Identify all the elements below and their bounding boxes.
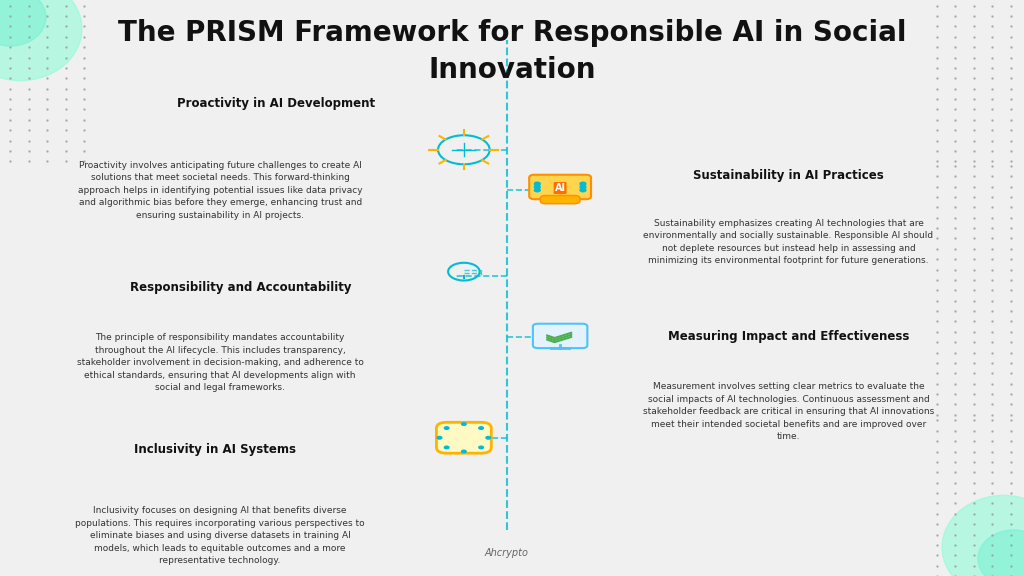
FancyBboxPatch shape (541, 195, 580, 204)
Circle shape (580, 185, 586, 188)
Text: Responsibility and Accountability: Responsibility and Accountability (130, 282, 351, 294)
FancyBboxPatch shape (532, 324, 588, 348)
Text: The PRISM Framework for Responsible AI in Social
Innovation: The PRISM Framework for Responsible AI i… (118, 20, 906, 84)
Circle shape (479, 427, 483, 429)
Circle shape (444, 446, 449, 449)
Text: Inclusivity focuses on designing AI that benefits diverse
populations. This requ: Inclusivity focuses on designing AI that… (76, 506, 365, 565)
Text: Inclusivity in AI Systems: Inclusivity in AI Systems (134, 443, 296, 456)
Circle shape (535, 188, 541, 192)
FancyBboxPatch shape (529, 175, 591, 199)
Ellipse shape (0, 0, 46, 46)
Circle shape (580, 182, 586, 185)
Text: Measurement involves setting clear metrics to evaluate the
social impacts of AI : Measurement involves setting clear metri… (643, 382, 934, 441)
Text: AI: AI (555, 183, 565, 193)
Circle shape (462, 423, 466, 425)
Text: Proactivity involves anticipating future challenges to create AI
solutions that : Proactivity involves anticipating future… (78, 161, 362, 219)
Circle shape (535, 185, 541, 188)
Text: Measuring Impact and Effectiveness: Measuring Impact and Effectiveness (668, 331, 909, 343)
FancyBboxPatch shape (436, 422, 492, 453)
Text: Sustainability emphasizes creating AI technologies that are
environmentally and : Sustainability emphasizes creating AI te… (643, 219, 934, 265)
Text: Proactivity in AI Development: Proactivity in AI Development (177, 97, 376, 110)
Ellipse shape (0, 0, 82, 81)
Circle shape (444, 427, 449, 429)
Ellipse shape (978, 530, 1024, 576)
Circle shape (437, 437, 441, 439)
Text: Sustainability in AI Practices: Sustainability in AI Practices (693, 169, 884, 182)
Circle shape (479, 446, 483, 449)
Circle shape (535, 182, 541, 185)
Ellipse shape (942, 495, 1024, 576)
Circle shape (580, 188, 586, 192)
Text: The principle of responsibility mandates accountability
throughout the AI lifecy: The principle of responsibility mandates… (77, 334, 364, 392)
Circle shape (462, 450, 466, 453)
Circle shape (486, 437, 490, 439)
Text: Ahcrypto: Ahcrypto (485, 548, 528, 558)
